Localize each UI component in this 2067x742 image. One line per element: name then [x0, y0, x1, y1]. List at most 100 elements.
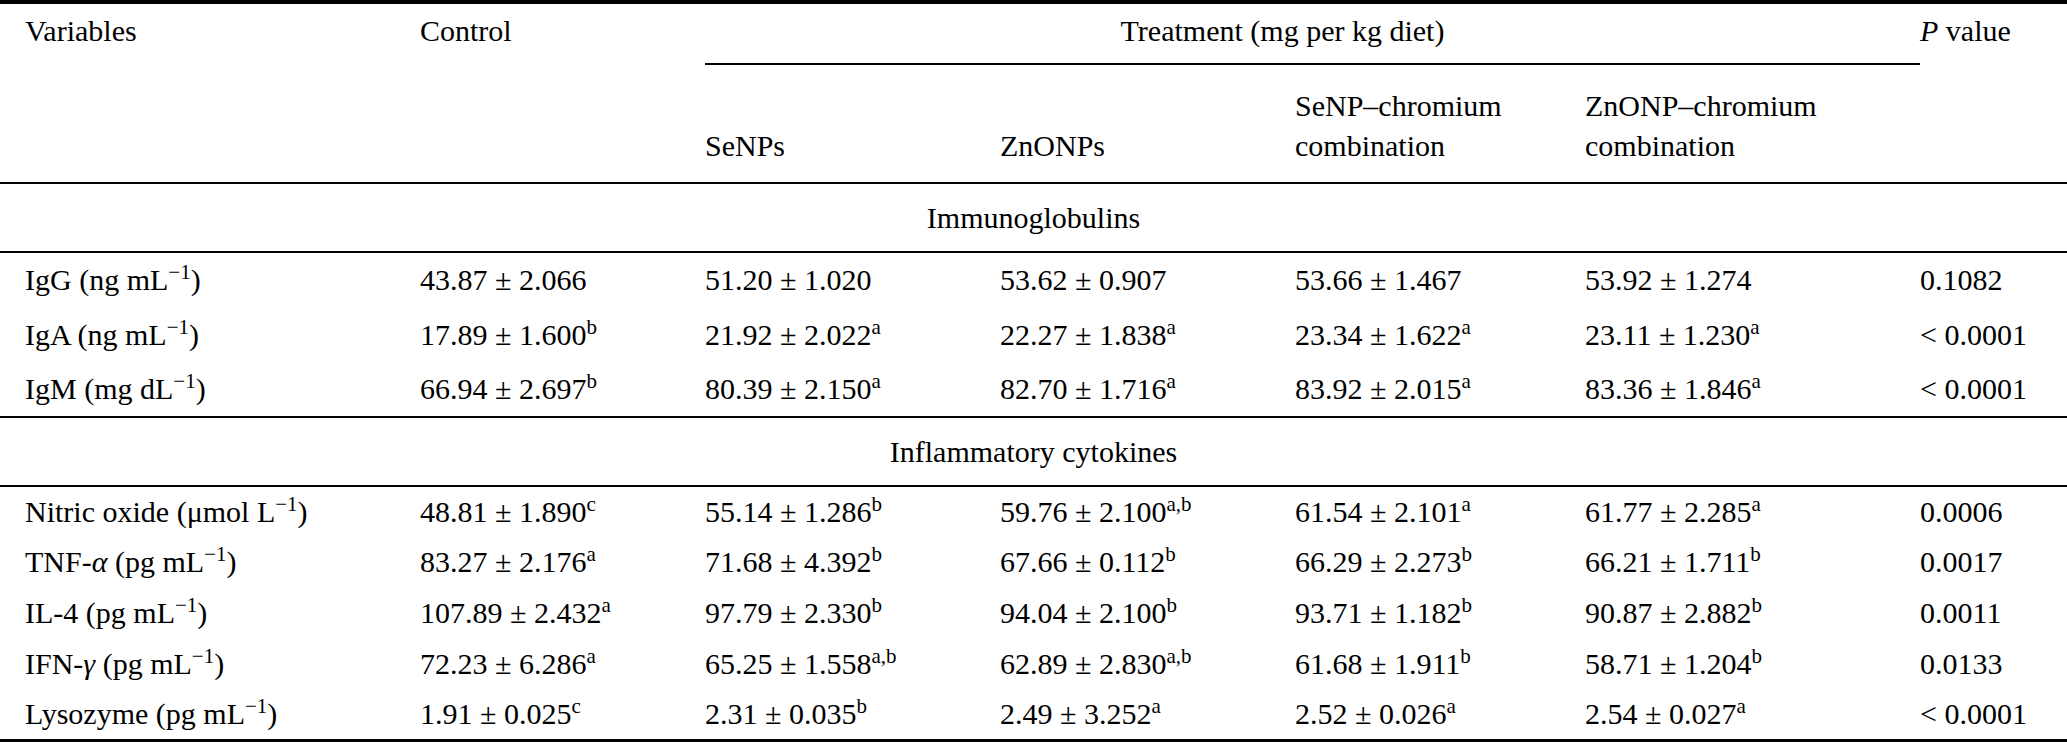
variable-label: IgG (ng mL−1)	[0, 252, 420, 307]
value-cell: 66.21 ± 1.711b	[1585, 537, 1920, 588]
value-cell: 82.70 ± 1.716a	[1000, 362, 1295, 417]
significance-letter: b	[1751, 644, 1762, 668]
unit-text: (pg mL	[107, 545, 204, 578]
significance-letter: b	[1461, 542, 1472, 566]
p-value-cell: < 0.0001	[1920, 307, 2067, 362]
value-cell: 72.23 ± 6.286a	[420, 639, 705, 690]
value-cell: 94.04 ± 2.100b	[1000, 588, 1295, 639]
significance-letter: a	[1461, 492, 1470, 516]
significance-letter: a	[1461, 315, 1470, 339]
mean-sd-value: 97.79 ± 2.330	[705, 596, 871, 629]
value-cell: 93.71 ± 1.182b	[1295, 588, 1585, 639]
p-value-cell: 0.1082	[1920, 252, 2067, 307]
value-cell: 2.49 ± 3.252a	[1000, 690, 1295, 741]
mean-sd-value: 82.70 ± 1.716	[1000, 372, 1166, 405]
variable-name: IgG	[25, 263, 72, 296]
significance-letter: b	[1165, 542, 1176, 566]
value-cell: 83.92 ± 2.015a	[1295, 362, 1585, 417]
unit-text: (pg mL	[78, 596, 175, 629]
table-row: IgG (ng mL−1)43.87 ± 2.066 51.20 ± 1.020 5…	[0, 252, 2067, 307]
value-cell: 61.77 ± 2.285a	[1585, 486, 1920, 537]
variable-label: Nitric oxide (μmol L−1)	[0, 486, 420, 537]
value-cell: 66.29 ± 2.273b	[1295, 537, 1585, 588]
mean-sd-value: 83.27 ± 2.176	[420, 545, 586, 578]
significance-letter: a	[586, 542, 595, 566]
unit-exponent: −1	[168, 260, 190, 284]
value-cell: 2.31 ± 0.035b	[705, 690, 1000, 741]
significance-letter: a	[1166, 315, 1175, 339]
col-header-control: Control	[420, 2, 705, 183]
unit-close-paren: )	[197, 596, 207, 629]
unit-close-paren: )	[267, 697, 277, 730]
col-header-znonps: ZnONPs	[1000, 64, 1295, 183]
value-cell: 90.87 ± 2.882b	[1585, 588, 1920, 639]
variable-label: IgA (ng mL−1)	[0, 307, 420, 362]
col-header-p-value: P value	[1920, 2, 2067, 183]
table-row: IgA (ng mL−1)17.89 ± 1.600b21.92 ± 2.022…	[0, 307, 2067, 362]
significance-letter: a	[1446, 694, 1455, 718]
mean-sd-value: 65.25 ± 1.558	[705, 647, 871, 680]
greek-letter: α	[92, 545, 108, 578]
value-cell: 23.34 ± 1.622a	[1295, 307, 1585, 362]
mean-sd-value: 61.77 ± 2.285	[1585, 495, 1751, 528]
value-cell: 61.68 ± 1.911b	[1295, 639, 1585, 690]
paper-results-table-page: Variables Control Treatment (mg per kg d…	[0, 0, 2067, 742]
unit-exponent: −1	[167, 315, 189, 339]
col-header-senps: SeNPs	[705, 64, 1000, 183]
value-cell: 107.89 ± 2.432a	[420, 588, 705, 639]
mean-sd-value: 1.91 ± 0.025	[420, 697, 571, 730]
unit-exponent: −1	[275, 492, 297, 516]
col-header-znonp-chromium-combination: ZnONP–chromium combination	[1585, 64, 1920, 183]
p-value-cell: 0.0006	[1920, 486, 2067, 537]
value-cell: 51.20 ± 1.020	[705, 252, 1000, 307]
mean-sd-value: 71.68 ± 4.392	[705, 545, 871, 578]
significance-letter: b	[871, 542, 882, 566]
value-cell: 66.94 ± 2.697b	[420, 362, 705, 417]
unit-text: (mg dL	[77, 372, 174, 405]
significance-letter: a	[871, 369, 880, 393]
section-title: Inflammatory cytokines	[0, 417, 2067, 486]
value-cell: 71.68 ± 4.392b	[705, 537, 1000, 588]
unit-exponent: −1	[245, 694, 267, 718]
value-cell: 22.27 ± 1.838a	[1000, 307, 1295, 362]
value-cell: 55.14 ± 1.286b	[705, 486, 1000, 537]
variable-name: Lysozyme	[25, 697, 148, 730]
mean-sd-value: 55.14 ± 1.286	[705, 495, 871, 528]
significance-letter: c	[571, 694, 580, 718]
col-header-variables: Variables	[0, 2, 420, 183]
mean-sd-value: 2.54 ± 0.027	[1585, 697, 1736, 730]
significance-letter: a	[601, 593, 610, 617]
significance-letter: a	[1461, 369, 1470, 393]
mean-sd-value: 53.66 ± 1.467	[1295, 263, 1461, 296]
value-cell: 21.92 ± 2.022a	[705, 307, 1000, 362]
value-cell: 65.25 ± 1.558a,b	[705, 639, 1000, 690]
mean-sd-value: 23.34 ± 1.622	[1295, 318, 1461, 351]
p-value-cell: 0.0017	[1920, 537, 2067, 588]
greek-letter: γ	[83, 647, 95, 680]
significance-letter: b	[586, 369, 597, 393]
mean-sd-value: 67.66 ± 0.112	[1000, 545, 1165, 578]
significance-letter: a	[1751, 369, 1760, 393]
significance-letter: a	[1750, 315, 1759, 339]
mean-sd-value: 58.71 ± 1.204	[1585, 647, 1751, 680]
value-cell: 1.91 ± 0.025c	[420, 690, 705, 741]
value-cell: 17.89 ± 1.600b	[420, 307, 705, 362]
unit-text: (pg mL	[95, 647, 192, 680]
significance-letter: a	[1151, 694, 1160, 718]
significance-letter: a,b	[1166, 644, 1191, 668]
value-cell: 61.54 ± 2.101a	[1295, 486, 1585, 537]
mean-sd-value: 21.92 ± 2.022	[705, 318, 871, 351]
p-value-cell: 0.0133	[1920, 639, 2067, 690]
table-row: IgM (mg dL−1)66.94 ± 2.697b80.39 ± 2.150…	[0, 362, 2067, 417]
p-value-cell: < 0.0001	[1920, 690, 2067, 741]
significance-letter: b	[871, 492, 882, 516]
mean-sd-value: 22.27 ± 1.838	[1000, 318, 1166, 351]
unit-text: (pg mL	[148, 697, 245, 730]
mean-sd-value: 48.81 ± 1.890	[420, 495, 586, 528]
unit-text: (ng mL	[72, 263, 169, 296]
value-cell: 83.36 ± 1.846a	[1585, 362, 1920, 417]
significance-letter: a	[1166, 369, 1175, 393]
value-cell: 2.54 ± 0.027a	[1585, 690, 1920, 741]
mean-sd-value: 61.68 ± 1.911	[1295, 647, 1460, 680]
mean-sd-value: 43.87 ± 2.066	[420, 263, 586, 296]
